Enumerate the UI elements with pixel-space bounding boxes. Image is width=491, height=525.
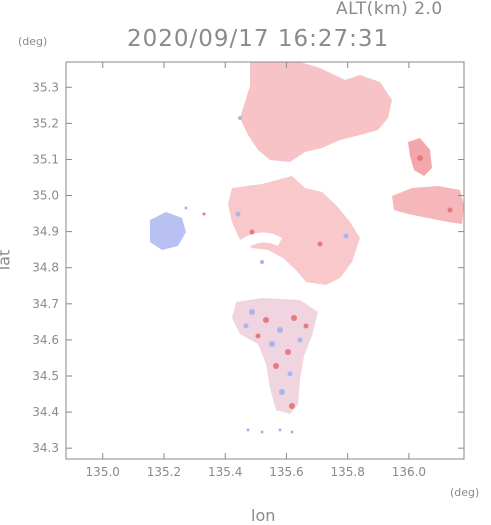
lat-tick-label: 35.0 [32, 189, 59, 203]
echo-cell-east [392, 186, 464, 224]
y-axis-unit: (deg) [18, 35, 48, 48]
echo-gap-arc [240, 232, 282, 248]
timestamp: 2020/09/17 16:27:31 [127, 26, 390, 52]
plot-frame [65, 61, 465, 460]
lon-tick-label: 135.0 [86, 465, 120, 479]
lat-tick-group: 35.3 35.2 35.1 35.0 34.9 34.8 34.7 34.6 34.5 34.4… [32, 80, 464, 455]
x-axis-unit: (deg) [450, 486, 480, 499]
lat-tick-label: 34.7 [32, 297, 59, 311]
lat-tick-label: 34.5 [32, 369, 59, 383]
lon-tick-label: 136.0 [392, 465, 426, 479]
lat-tick-label: 34.8 [32, 261, 59, 275]
x-axis-title: lon [251, 506, 276, 525]
echo-cell-west [150, 212, 186, 250]
lon-tick-label: 135.2 [147, 465, 181, 479]
lon-tick-label: 135.4 [208, 465, 242, 479]
echo-cell-south [232, 298, 318, 414]
lat-tick-label: 34.3 [32, 441, 59, 455]
lon-tick-label: 135.6 [269, 465, 303, 479]
echo-field [150, 62, 464, 414]
echo-cell-central [228, 176, 360, 285]
altitude-label: ALT(km) 2.0 [336, 0, 443, 19]
lat-tick-label: 34.9 [32, 225, 59, 239]
lon-tick-group: 135.0 135.2 135.4 135.6 135.8 136.0 [86, 62, 426, 479]
lat-tick-label: 34.6 [32, 333, 59, 347]
echo-cell-north [240, 62, 392, 162]
echo-speckles [184, 116, 453, 434]
lat-tick-label: 35.3 [32, 80, 59, 94]
lat-tick-label: 35.2 [32, 116, 59, 130]
lon-tick-label: 135.8 [330, 465, 364, 479]
lat-tick-label: 34.4 [32, 405, 59, 419]
lat-tick-label: 35.1 [32, 152, 59, 166]
